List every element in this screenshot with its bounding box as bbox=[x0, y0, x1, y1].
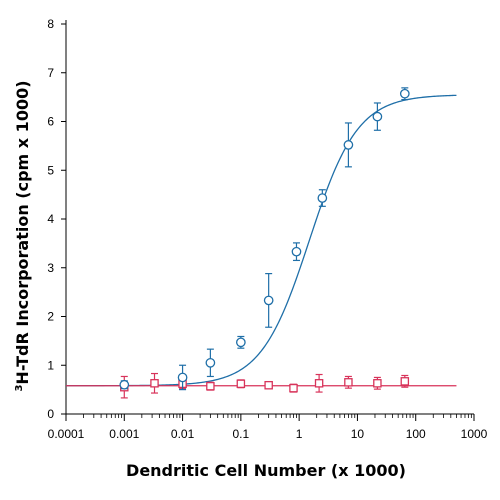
y-tick-label: 5 bbox=[47, 163, 54, 177]
x-axis-title: Dendritic Cell Number (x 1000) bbox=[126, 461, 406, 480]
data-point bbox=[236, 379, 246, 389]
y-tick-label: 3 bbox=[47, 261, 54, 275]
fit-curves bbox=[66, 94, 457, 387]
data-point bbox=[373, 379, 382, 388]
y-axis-title: 3H-TdR Incorporation (cpm x 1000) bbox=[13, 80, 32, 391]
data-point bbox=[150, 379, 159, 388]
x-axis-ticks: 0.0001 0.001 0.01 0.1 1 10 100 1000 bbox=[48, 414, 488, 441]
y-tick-label: 8 bbox=[47, 17, 54, 31]
data-point bbox=[372, 111, 383, 122]
axes bbox=[65, 20, 474, 415]
y-tick-label: 0 bbox=[47, 407, 54, 421]
data-point bbox=[314, 379, 324, 388]
data-point bbox=[119, 379, 130, 390]
fit-curve bbox=[66, 94, 457, 387]
data-point bbox=[400, 377, 410, 386]
y-tick-label: 4 bbox=[47, 212, 54, 226]
data-point bbox=[317, 193, 328, 203]
x-tick-label: 100 bbox=[406, 427, 426, 441]
data-point bbox=[236, 337, 246, 348]
x-tick-label: 1000 bbox=[461, 427, 488, 441]
x-tick-label: 1 bbox=[296, 427, 303, 441]
x-tick-label: 0.01 bbox=[171, 427, 195, 441]
data-point bbox=[343, 140, 354, 150]
y-axis-title-text: H-TdR Incorporation (cpm x 1000) bbox=[13, 80, 32, 384]
y-tick-label: 7 bbox=[47, 66, 54, 80]
data-point bbox=[289, 383, 298, 393]
data-point bbox=[177, 372, 188, 383]
y-axis-title-superscript: 3 bbox=[14, 385, 25, 392]
y-tick-label: 6 bbox=[47, 115, 54, 129]
data-point bbox=[263, 295, 274, 306]
data-point bbox=[264, 380, 273, 390]
data-point bbox=[291, 246, 302, 257]
x-tick-label: 0.0001 bbox=[48, 427, 85, 441]
y-tick-label: 1 bbox=[47, 358, 54, 372]
data-points bbox=[119, 87, 410, 399]
x-tick-label: 10 bbox=[351, 427, 365, 441]
x-tick-label: 0.001 bbox=[109, 427, 139, 441]
y-axis-ticks: 0 1 2 3 4 5 6 7 8 bbox=[47, 17, 66, 421]
data-point bbox=[399, 88, 410, 99]
data-point bbox=[206, 381, 215, 391]
data-point bbox=[205, 357, 216, 368]
data-point bbox=[344, 378, 353, 387]
y-tick-label: 2 bbox=[47, 310, 54, 324]
x-tick-label: 0.1 bbox=[233, 427, 250, 441]
